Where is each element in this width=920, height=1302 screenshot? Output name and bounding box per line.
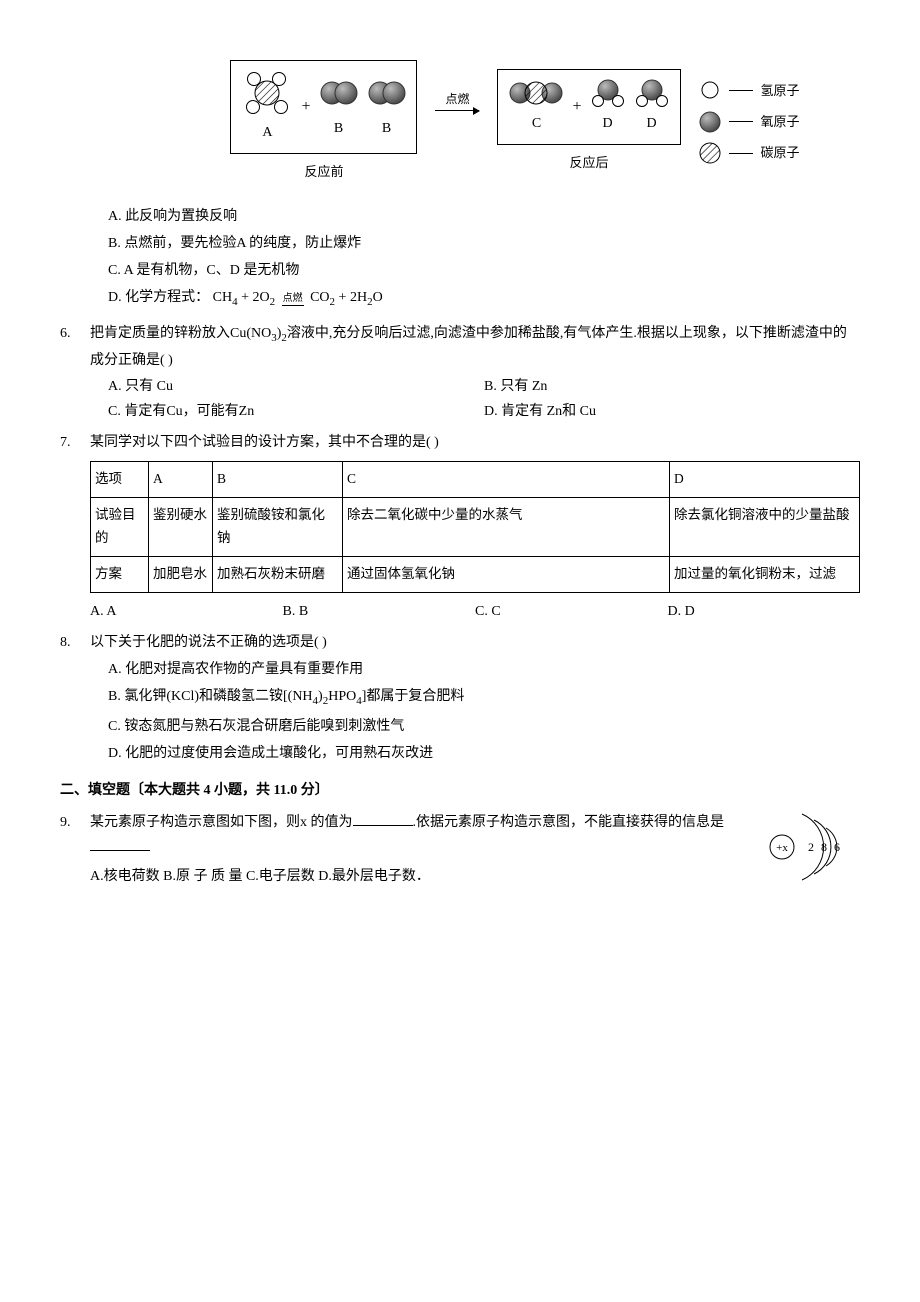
question-7: 7. 某同学对以下四个试验目的设计方案，其中不合理的是( ) 选项 A B C … — [60, 430, 860, 624]
q6-opt-D: D. 肯定有 Zn和 Cu — [484, 399, 860, 424]
q7-ans-C: C. C — [475, 599, 668, 624]
label-C: C — [532, 111, 541, 136]
q9-options: A.核电荷数 B.原 子 质 量 C.电子层数 D.最外层电子数． — [90, 864, 860, 889]
q5-opt-D: D. 化学方程式： CH4 + 2O2 点燃 CO2 + 2H2O — [108, 285, 860, 313]
eq-ch: CH — [213, 290, 232, 305]
blank-field[interactable] — [90, 837, 150, 851]
q5-opt-A: A. 此反响为置换反响 — [108, 204, 860, 229]
molecule-A: A — [241, 69, 293, 145]
o2-icon — [318, 73, 358, 113]
shell-2: 8 — [821, 840, 827, 854]
nucleus-text: +x — [776, 842, 788, 854]
q8-stem: 以下关于化肥的说法不正确的选项是( ) — [90, 630, 860, 655]
h-atom-icon — [699, 79, 721, 101]
th-D: D — [670, 462, 860, 498]
q5-D-prefix: D. 化学方程式： — [108, 290, 209, 305]
r2-C: 通过固体氢氧化钠 — [343, 556, 670, 592]
q8-opt-D: D. 化肥的过度使用会造成土壤酸化，可用熟石灰改进 — [108, 741, 860, 766]
q7-stem: 某同学对以下四个试验目的设计方案，其中不合理的是( ) — [90, 430, 860, 455]
label-D: D — [602, 111, 612, 136]
ch4-icon — [241, 69, 293, 117]
th-C: C — [343, 462, 670, 498]
q8-opt-A: A. 化肥对提高农作物的产量具有重要作用 — [108, 657, 860, 682]
r2-label: 方案 — [91, 556, 149, 592]
r1-D: 除去氯化铜溶液中的少量盐酸 — [670, 498, 860, 557]
r1-label: 试验目的 — [91, 498, 149, 557]
th-opt: 选项 — [91, 462, 149, 498]
q7-ans-D: D. D — [668, 599, 861, 624]
q7-ans-A: A. A — [90, 599, 283, 624]
h2o-icon — [634, 78, 670, 108]
molecule-C: C — [508, 78, 564, 136]
plus-icon: + — [572, 93, 581, 122]
after-label: 反应后 — [569, 151, 608, 174]
after-panel: C + D D 反应后 — [497, 69, 680, 175]
molecule-B2: B — [366, 73, 406, 141]
q8-opt-C: C. 铵态氮肥与熟石灰混合研磨后能嗅到刺激性气 — [108, 714, 860, 739]
eq-text: CO — [310, 290, 329, 305]
q6-opt-B: B. 只有 Zn — [484, 374, 860, 399]
shell-3: 6 — [834, 840, 840, 854]
label-B: B — [334, 116, 343, 141]
q9-stem: 某元素原子构造示意图如下图，则x 的值为.依据元素原子构造示意图，不能直接获得的… — [90, 810, 860, 860]
q8-opt-B: B. 氯化钾(KCl)和磷酸氢二铵[(NH4)2HPO4]都属于复合肥料 — [108, 684, 860, 712]
question-5-options: A. 此反响为置换反响 B. 点燃前，要先检验A 的纯度，防止爆炸 C. A 是… — [60, 202, 860, 315]
eq-text: + 2O — [238, 290, 270, 305]
blank-field[interactable] — [353, 812, 413, 826]
arrow-icon — [435, 110, 479, 111]
q7-ans-B: B. B — [283, 599, 476, 624]
molecule-D1: D — [590, 78, 626, 136]
label-D: D — [646, 111, 656, 136]
section-2-header: 二、填空题〔本大题共 4 小题，共 11.0 分〕 — [60, 778, 860, 803]
eq-sub: 2 — [270, 296, 276, 308]
q8-number: 8. — [60, 630, 90, 768]
q6-number: 6. — [60, 321, 90, 424]
legend-o: 氧原子 — [761, 110, 800, 133]
after-box: C + D D — [497, 69, 680, 145]
o-atom-icon — [699, 111, 721, 133]
q6-opt-C: C. 肯定有Cu，可能有Zn — [108, 399, 484, 424]
atom-legend: 氢原子 氧原子 碳原子 — [699, 79, 800, 165]
q9-number: 9. — [60, 810, 90, 898]
ignite-label: 点燃 — [445, 89, 469, 111]
before-label: 反应前 — [304, 160, 343, 183]
q6-opt-A: A. 只有 Cu — [108, 374, 484, 399]
r1-A: 鉴别硬水 — [149, 498, 213, 557]
shell-1: 2 — [808, 840, 814, 854]
legend-h: 氢原子 — [761, 79, 800, 102]
q7-table: 选项 A B C D 试验目的 鉴别硬水 鉴别硫酸铵和氯化钠 除去二氧化碳中少量… — [90, 461, 860, 593]
q7-number: 7. — [60, 430, 90, 624]
label-A: A — [262, 120, 272, 145]
question-9: 9. +x 2 8 6 某元素原子构造示意图如下图，则x 的值为.依据元素原子构… — [60, 810, 860, 898]
molecule-B1: B — [318, 73, 358, 141]
plus-icon: + — [301, 93, 310, 122]
q5-opt-B: B. 点燃前，要先检验A 的纯度，防止爆炸 — [108, 231, 860, 256]
r1-C: 除去二氧化碳中少量的水蒸气 — [343, 498, 670, 557]
question-6: 6. 把肯定质量的锌粉放入Cu(NO3)2溶液中,充分反响后过滤,向滤渣中参加稀… — [60, 321, 860, 424]
r2-D: 加过量的氧化铜粉末，过滤 — [670, 556, 860, 592]
q6-stem: 把肯定质量的锌粉放入Cu(NO3)2溶液中,充分反响后过滤,向滤渣中参加稀盐酸,… — [90, 321, 860, 374]
h2o-icon — [590, 78, 626, 108]
th-A: A — [149, 462, 213, 498]
reaction-arrow-icon: 点燃 — [282, 294, 304, 306]
molecule-D2: D — [634, 78, 670, 136]
r2-A: 加肥皂水 — [149, 556, 213, 592]
eq-text: O — [373, 290, 383, 305]
reaction-arrow: 点燃 占 占 — [435, 89, 479, 155]
co2-icon — [508, 78, 564, 108]
label-B: B — [382, 116, 391, 141]
o2-icon — [366, 73, 406, 113]
legend-c: 碳原子 — [761, 141, 800, 164]
r2-B: 加熟石灰粉末研磨 — [213, 556, 343, 592]
before-box: A + B B — [230, 60, 417, 154]
atom-structure-icon: +x 2 8 6 — [768, 806, 860, 888]
reaction-diagram: A + B B 反应前 点燃 占 占 — [170, 60, 860, 184]
r1-B: 鉴别硫酸铵和氯化钠 — [213, 498, 343, 557]
th-B: B — [213, 462, 343, 498]
eq-text: + 2H — [335, 290, 367, 305]
c-atom-icon — [699, 142, 721, 164]
before-panel: A + B B 反应前 — [230, 60, 417, 184]
q5-opt-C: C. A 是有机物，C、D 是无机物 — [108, 258, 860, 283]
question-8: 8. 以下关于化肥的说法不正确的选项是( ) A. 化肥对提高农作物的产量具有重… — [60, 630, 860, 768]
